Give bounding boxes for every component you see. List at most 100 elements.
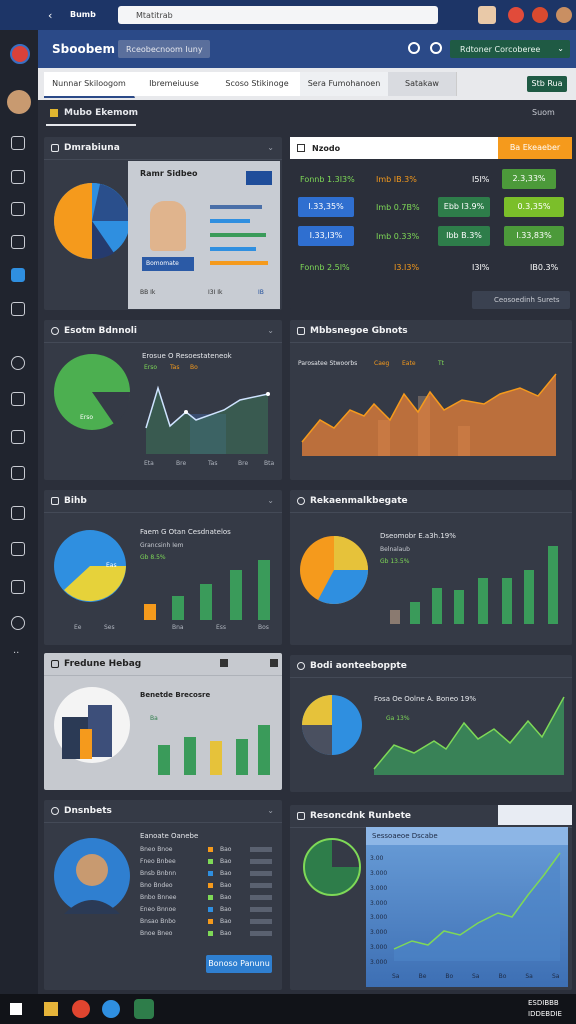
list-bar <box>250 871 272 876</box>
profile-name: Ramr Sidbeo <box>140 169 198 178</box>
badge-label: Bomomate <box>146 260 179 267</box>
avatar[interactable] <box>478 6 496 24</box>
app[interactable] <box>72 1000 90 1018</box>
tab-action[interactable]: Stb Rua <box>527 76 567 92</box>
list-item: Eneo Bnnoe <box>140 906 176 913</box>
flag <box>246 171 272 185</box>
decoration <box>51 327 59 335</box>
back[interactable]: ‹ <box>48 9 53 22</box>
user-avatar[interactable] <box>7 90 31 114</box>
x-label: Ses <box>104 624 115 631</box>
y-tick-label: 3.000 <box>370 944 388 952</box>
decoration <box>332 839 360 867</box>
nav-icon[interactable] <box>11 136 25 150</box>
tab[interactable]: Satakaw <box>388 72 457 96</box>
x-tick-label: Bo <box>498 973 507 980</box>
decoration <box>318 570 368 604</box>
decoration <box>44 137 282 160</box>
x-label: Ess <box>216 624 227 631</box>
decoration <box>172 596 184 620</box>
decoration <box>454 590 464 624</box>
app[interactable] <box>134 999 154 1019</box>
decoration <box>210 205 262 209</box>
extension[interactable] <box>532 7 548 23</box>
nav-icon[interactable] <box>11 580 25 594</box>
tab[interactable]: Ibremeiuuse <box>134 72 215 96</box>
decoration <box>366 827 568 845</box>
url: Mtatitrab <box>136 11 173 20</box>
x-label: Bta <box>264 460 275 467</box>
chart-subtitle: Fosa Oe Oolne A. Boneo 19% <box>374 695 476 703</box>
decoration <box>144 604 156 620</box>
list-item: Bnoe Bneo <box>140 930 173 937</box>
nav-icon[interactable] <box>11 302 25 316</box>
card-title: Dmrabiuna <box>64 143 120 153</box>
card-title: Fredune Hebag <box>64 659 142 669</box>
cell: Fonnb 2.5I% <box>300 263 350 272</box>
nav-icon[interactable] <box>11 542 25 556</box>
x-tick-label: Sa <box>392 973 400 980</box>
settings[interactable] <box>430 42 442 54</box>
section-more[interactable]: Suom <box>532 108 555 117</box>
decoration <box>184 737 196 775</box>
profile-panel: Ramr Sidbeo Bomomate BB Ik I3I Ik IB <box>128 161 280 309</box>
decoration <box>92 184 130 221</box>
decoration <box>548 546 558 624</box>
portrait <box>54 838 130 914</box>
primary-button[interactable]: Bonoso Panunu <box>206 955 272 973</box>
start[interactable] <box>10 1003 22 1015</box>
list-bar <box>250 883 272 888</box>
card: Resoncdnk Runbete Sessoaeoe Dscabe 3.00 3… <box>290 805 572 990</box>
tab[interactable]: Scoso Stikinoge <box>214 72 301 96</box>
decoration <box>44 653 282 676</box>
nav-icon[interactable] <box>11 170 25 184</box>
nav-icon[interactable] <box>11 392 25 406</box>
list-swatch <box>208 859 213 864</box>
nav-icon[interactable] <box>11 430 25 444</box>
nav-icon[interactable] <box>11 616 25 630</box>
logo <box>10 44 30 64</box>
dropdown[interactable]: Rdtoner Corcoberee ⌄ <box>450 40 570 58</box>
list-swatch <box>208 895 213 900</box>
decoration <box>297 144 305 152</box>
nav-icon[interactable] <box>11 506 25 520</box>
legend: Caeg <box>374 360 390 367</box>
more[interactable]: ·· <box>13 648 20 659</box>
nav-icon[interactable] <box>11 356 25 370</box>
decoration <box>478 578 488 624</box>
x-label: Eta <box>144 460 154 467</box>
profile[interactable] <box>556 7 572 23</box>
toolbar[interactable] <box>498 805 572 825</box>
bar-chart <box>144 560 270 620</box>
decoration <box>64 566 126 602</box>
list-item: Bneo Bnoe <box>140 846 173 853</box>
decoration <box>303 838 361 896</box>
card-action[interactable]: Ba Ekeaeber <box>498 137 572 159</box>
pie-label: Erso <box>80 414 94 421</box>
browser-tab[interactable]: Bumb <box>70 10 96 19</box>
legend: Erso <box>144 364 158 371</box>
app[interactable] <box>102 1000 120 1018</box>
dropdown[interactable]: Ceosoedinh Surets <box>472 291 570 309</box>
card-title: Bihb <box>64 496 87 506</box>
decoration <box>210 247 256 251</box>
tab[interactable]: Sera Fumohanoen <box>300 72 389 96</box>
pie-label: Eas <box>106 562 117 569</box>
section-icon <box>50 109 58 117</box>
app[interactable] <box>44 1002 58 1016</box>
pie <box>54 183 130 260</box>
header-button[interactable]: Rceobecnoom Iuny <box>118 40 210 58</box>
legend: Bo <box>190 364 198 371</box>
decoration <box>210 233 266 237</box>
nav-icon[interactable] <box>11 202 25 216</box>
notification[interactable] <box>508 7 524 23</box>
nav-icon[interactable] <box>11 268 25 282</box>
section-tab[interactable]: Mubo Ekemom <box>46 104 138 126</box>
nav-icon[interactable] <box>11 235 25 249</box>
tab[interactable]: Nunnar Skiloogom <box>44 72 135 98</box>
nav-icon[interactable] <box>11 466 25 480</box>
address-bar[interactable]: Mtatitrab <box>118 6 438 24</box>
settings[interactable] <box>408 42 420 54</box>
decoration <box>302 725 332 755</box>
